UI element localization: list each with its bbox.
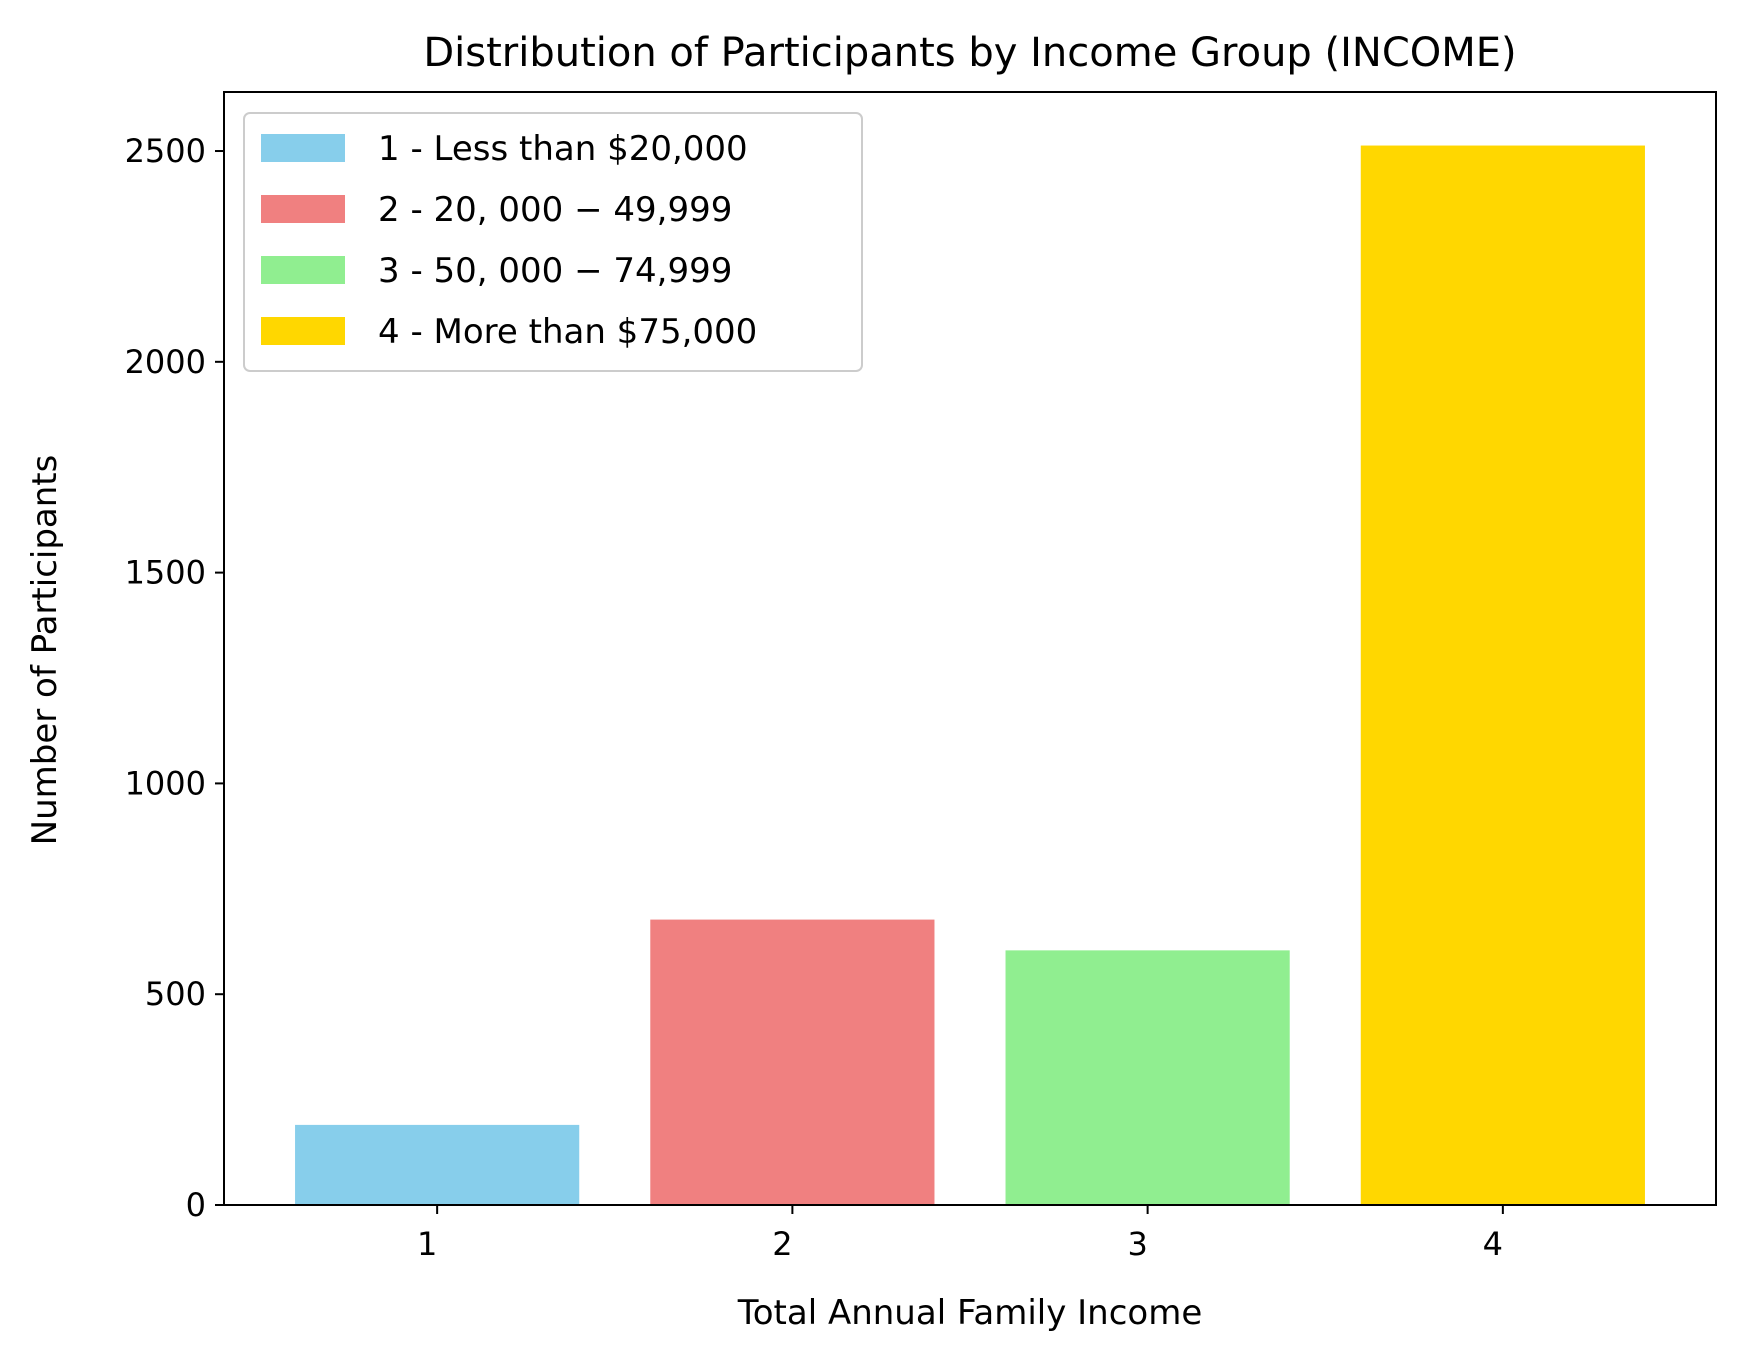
bar-4 — [1360, 145, 1645, 1206]
legend-label: 3 - 50, 000 − 74,999 — [378, 251, 732, 291]
bar-3 — [1005, 950, 1290, 1205]
legend-swatch — [261, 195, 345, 223]
legend-swatch — [261, 256, 345, 284]
y-axis-label: Number of Participants — [25, 455, 65, 846]
legend-swatch — [261, 317, 345, 345]
y-tick-label: 2500 — [125, 132, 206, 170]
x-tick-label: 4 — [1483, 1225, 1503, 1263]
legend-label: 4 - More than $75,000 — [378, 312, 757, 352]
plot-frame — [223, 91, 1717, 1206]
legend-label: 1 - Less than $20,000 — [378, 129, 748, 169]
y-tick-label: 0 — [186, 1186, 206, 1224]
legend-box — [243, 112, 863, 372]
x-tick-label: 2 — [772, 1225, 792, 1263]
x-tick-label: 3 — [1127, 1225, 1147, 1263]
x-tick-label: 1 — [417, 1225, 437, 1263]
axes-layer: 0 500 1000 1500 2000 2500 1 2 3 4 — [125, 91, 1717, 1263]
x-axis-label: Total Annual Family Income — [737, 1293, 1203, 1333]
y-tick-label: 500 — [145, 975, 206, 1013]
y-tick-label: 1000 — [125, 764, 206, 802]
legend-swatch — [261, 134, 345, 162]
chart-title: Distribution of Participants by Income G… — [423, 30, 1516, 76]
legend-label: 2 - 20, 000 − 49,999 — [378, 190, 732, 230]
legend: 1 - Less than $20,000 2 - 20, 000 − 49,99… — [243, 112, 863, 372]
bars-layer — [295, 145, 1645, 1206]
bar-2 — [650, 919, 935, 1205]
bar-1 — [295, 1124, 580, 1205]
y-tick-label: 2000 — [125, 343, 206, 381]
y-tick-label: 1500 — [125, 554, 206, 592]
